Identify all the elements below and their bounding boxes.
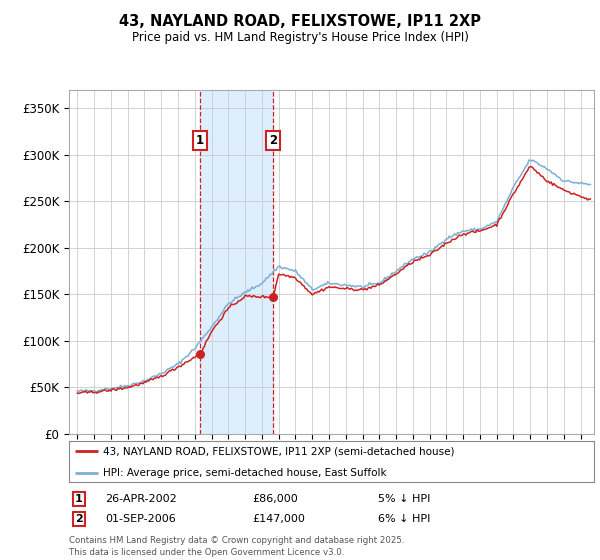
Text: 26-APR-2002: 26-APR-2002 [105, 494, 177, 504]
Text: 2: 2 [269, 134, 277, 147]
Text: 1: 1 [75, 494, 83, 504]
Text: HPI: Average price, semi-detached house, East Suffolk: HPI: Average price, semi-detached house,… [103, 468, 387, 478]
Text: £147,000: £147,000 [252, 514, 305, 524]
Text: 43, NAYLAND ROAD, FELIXSTOWE, IP11 2XP: 43, NAYLAND ROAD, FELIXSTOWE, IP11 2XP [119, 14, 481, 29]
Text: This data is licensed under the Open Government Licence v3.0.: This data is licensed under the Open Gov… [69, 548, 344, 557]
Text: 1: 1 [196, 134, 204, 147]
Text: 01-SEP-2006: 01-SEP-2006 [105, 514, 176, 524]
Text: 2: 2 [75, 514, 83, 524]
Text: Contains HM Land Registry data © Crown copyright and database right 2025.: Contains HM Land Registry data © Crown c… [69, 536, 404, 545]
Text: £86,000: £86,000 [252, 494, 298, 504]
Text: 6% ↓ HPI: 6% ↓ HPI [378, 514, 430, 524]
Text: 5% ↓ HPI: 5% ↓ HPI [378, 494, 430, 504]
Text: 43, NAYLAND ROAD, FELIXSTOWE, IP11 2XP (semi-detached house): 43, NAYLAND ROAD, FELIXSTOWE, IP11 2XP (… [103, 446, 455, 456]
Text: Price paid vs. HM Land Registry's House Price Index (HPI): Price paid vs. HM Land Registry's House … [131, 31, 469, 44]
Bar [200, 90, 273, 434]
